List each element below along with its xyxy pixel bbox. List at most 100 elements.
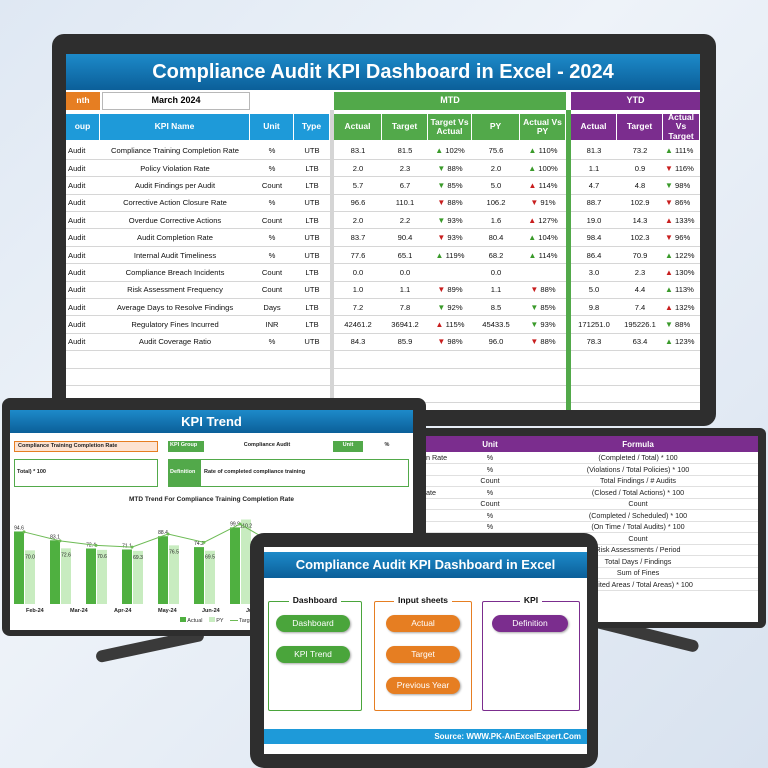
ytd-actual-cell: 171251.0 [571, 315, 617, 334]
kpi-trend-button[interactable]: KPI Trend [276, 646, 350, 663]
formula-kpi-cell [424, 463, 462, 476]
formula-row: n Rate% (Completed / Total) * 100 [424, 452, 758, 464]
ytd-actual-cell: 86.4 [571, 246, 617, 265]
unit-label: Unit [333, 441, 363, 452]
previous-year-button[interactable]: Previous Year [386, 677, 460, 694]
ytd-avt-cell: ▲ 113% [663, 281, 700, 300]
unit-cell: % [250, 142, 294, 160]
apy-cell: ▼ 88% [520, 333, 566, 352]
data-label: 72.6 [61, 552, 71, 558]
arrow-up-icon: ▲ [528, 215, 537, 225]
month-label: nth [66, 92, 100, 110]
formula-unit-cell: % [462, 509, 518, 522]
table-row: Audit Average Days to Resolve Findings Day… [66, 298, 330, 317]
type-cell: LTB [294, 315, 330, 334]
unit-cell: Count [250, 211, 294, 230]
arrow-up-icon: ▲ [665, 215, 673, 225]
empty-row [66, 350, 330, 369]
py-cell: 1.6 [472, 211, 520, 230]
actual-button[interactable]: Actual [386, 615, 460, 632]
tva-cell: ▼ 93% [428, 211, 472, 230]
dashboard-group: Dashboard [268, 595, 362, 711]
apy-cell: ▲ 127% [520, 211, 566, 230]
bar-actual [194, 547, 204, 604]
formula-text: Total) * 100 [14, 459, 158, 487]
dashboard-button[interactable]: Dashboard [276, 615, 350, 632]
bar-actual [158, 536, 168, 604]
py-cell: 75.6 [472, 142, 520, 160]
ytd-actual-cell: 81.3 [571, 142, 617, 160]
target-cell: 7.8 [382, 298, 428, 317]
target-point [94, 543, 98, 547]
formula-text-cell: (Completed / Scheduled) * 100 [518, 509, 758, 522]
table-row: Audit Compliance Training Completion Rate… [66, 142, 330, 160]
formula-kpi-cell [424, 509, 462, 522]
kpi-trend-title: KPI Trend [10, 410, 413, 433]
separator [330, 110, 334, 410]
ytd-target-cell: 102.3 [617, 228, 663, 247]
formula-text-cell: (Completed / Total) * 100 [518, 452, 758, 464]
apy-cell: ▲ 110% [520, 142, 566, 160]
ytd-actual-cell: 3.0 [571, 263, 617, 282]
ytd-avt-cell: ▼ 96% [663, 228, 700, 247]
table-row: Audit Compliance Breach Incidents Count LTB [66, 263, 330, 282]
formula-kpi-cell [424, 521, 462, 533]
target-button[interactable]: Target [386, 646, 460, 663]
formula-text-cell: Total Days / Findings [518, 555, 758, 568]
type-cell: LTB [294, 211, 330, 230]
col-ytd-actual-vs-target: Actual Vs Target [663, 112, 700, 140]
bar-py [61, 548, 71, 604]
formula-row: % (Violations / Total Policies) * 100 [424, 463, 758, 476]
definition-button[interactable]: Definition [492, 615, 568, 632]
table-row: 78.3 63.4 ▲ 123% [571, 333, 700, 352]
table-row: 5.0 4.4 ▲ 113% [571, 281, 700, 300]
type-cell: LTB [294, 298, 330, 317]
kpi-group-label: KPI Group [168, 441, 204, 452]
x-tick-label: Mar-24 [70, 608, 89, 614]
table-row: Audit Overdue Corrective Actions Count LTB [66, 211, 330, 230]
group-cell: Audit [66, 263, 100, 282]
formula-text-cell: (Audited Areas / Total Areas) * 100 [518, 578, 758, 591]
table-row: 9.8 7.4 ▲ 132% [571, 298, 700, 317]
ytd-target-cell: 0.9 [617, 159, 663, 178]
arrow-down-icon: ▼ [665, 233, 673, 243]
tva-cell: ▼ 93% [428, 228, 472, 247]
kpi-name-select[interactable]: Compliance Training Completion Rate [14, 441, 158, 452]
type-cell: UTB [294, 142, 330, 160]
type-cell: UTB [294, 333, 330, 352]
arrow-up-icon: ▲ [435, 145, 444, 155]
table-row: Audit Corrective Action Closure Rate% UTB [66, 194, 330, 213]
unit-value: % [384, 442, 390, 448]
ytd-avt-cell: ▲ 123% [663, 333, 700, 352]
apy-cell: ▲ 114% [520, 246, 566, 265]
formula-unit-cell: Count [462, 498, 518, 510]
arrow-up-icon: ▲ [528, 233, 537, 243]
table-row: 19.0 14.3 ▲ 133% [571, 211, 700, 230]
formula-kpi-cell: n Rate [424, 452, 462, 464]
col-target-vs-actual: Target Vs Actual [428, 114, 472, 140]
type-cell: UTB [294, 194, 330, 213]
py-cell: 80.4 [472, 228, 520, 247]
ytd-avt-cell: ▼ 116% [663, 159, 700, 178]
formula-text-cell: Total Findings / # Audits [518, 475, 758, 487]
formula-text-cell: Sum of Fines [518, 567, 758, 579]
bar-py [133, 550, 143, 604]
formula-text-cell: (Violations / Total Policies) * 100 [518, 463, 758, 476]
group-cell: Audit [66, 142, 100, 160]
data-label: 70.0 [25, 554, 35, 560]
x-tick-label: Feb-24 [26, 608, 45, 614]
formula-kpi-cell [424, 475, 462, 487]
month-select[interactable]: March 2024 [102, 92, 250, 110]
formula-unit-cell: % [462, 521, 518, 533]
arrow-down-icon: ▼ [437, 180, 446, 190]
actual-cell: 84.3 [334, 333, 382, 352]
actual-cell: 0.0 [334, 263, 382, 282]
actual-cell: 83.7 [334, 228, 382, 247]
data-label: 94.6 [14, 525, 24, 531]
ytd-target-cell: 14.3 [617, 211, 663, 230]
target-point [166, 532, 170, 536]
formula-row: % (Completed / Scheduled) * 100 [424, 509, 758, 522]
formula-text-cell: (On Time / Total Audits) * 100 [518, 521, 758, 533]
target-cell: 90.4 [382, 228, 428, 247]
